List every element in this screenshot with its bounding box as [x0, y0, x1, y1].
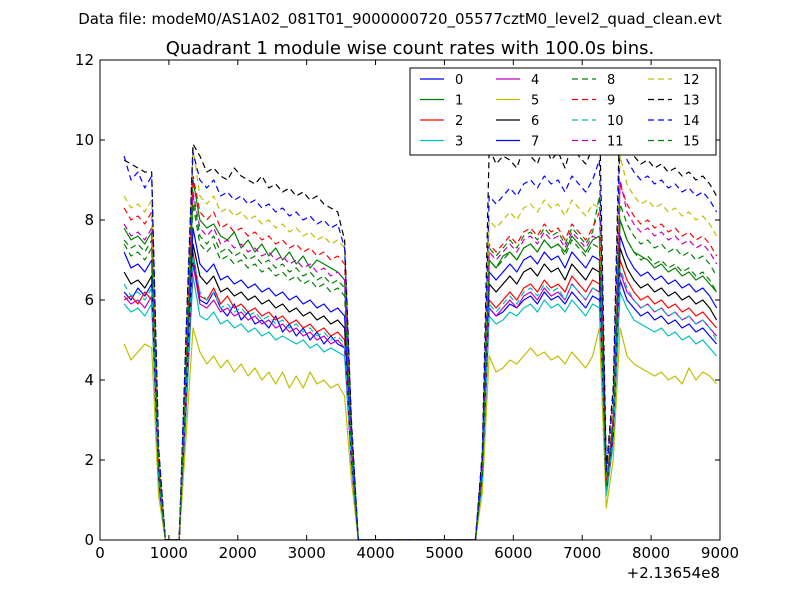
series-line-5 [123, 327, 718, 540]
y-tick-label: 2 [84, 451, 94, 469]
legend-label-14: 14 [683, 114, 700, 129]
y-tick-label: 6 [84, 291, 94, 309]
legend-label-6: 6 [531, 114, 539, 129]
series-line-10 [123, 255, 718, 540]
series-line-15 [123, 203, 718, 540]
legend-label-9: 9 [607, 94, 615, 109]
y-tick-label: 12 [75, 51, 94, 69]
axes: 0 1000 2000 3000 4000 5000 6000 7000 8000 9000 0 2 4… [75, 51, 739, 562]
series-line-3 [123, 275, 718, 540]
x-tick-label: 5000 [425, 544, 463, 562]
x-tick-label: 4000 [356, 544, 394, 562]
x-tick-label: 8000 [632, 544, 670, 562]
series-line-13 [123, 99, 718, 540]
legend-label-12: 12 [683, 73, 700, 88]
x-tick-label: 9000 [701, 544, 739, 562]
y-tick-label: 0 [84, 531, 94, 549]
x-tick-label: 7000 [563, 544, 601, 562]
legend-label-15: 15 [683, 135, 700, 150]
legend-label-0: 0 [455, 73, 463, 88]
series-group [123, 99, 718, 540]
chart-suptitle: Data file: modeM0/AS1A02_081T01_90000007… [78, 10, 722, 29]
legend-box [409, 67, 717, 156]
legend-label-2: 2 [455, 114, 463, 129]
legend-label-7: 7 [531, 135, 539, 150]
series-line-7 [123, 227, 718, 540]
x-tick-label: 2000 [219, 544, 257, 562]
legend-label-1: 1 [455, 94, 463, 109]
legend-label-8: 8 [607, 73, 615, 88]
legend-label-13: 13 [683, 94, 700, 109]
x-offset-label: +2.13654e8 [627, 564, 720, 582]
x-tick-label: 3000 [288, 544, 326, 562]
plot-area [123, 99, 718, 540]
legend-label-3: 3 [455, 135, 463, 150]
legend-label-10: 10 [607, 114, 624, 129]
y-tick-label: 10 [75, 131, 94, 149]
legend-label-4: 4 [531, 73, 539, 88]
legend-label-5: 5 [531, 94, 539, 109]
y-tick-label: 4 [84, 371, 94, 389]
y-tick-label: 8 [84, 211, 94, 229]
legend-label-11: 11 [607, 135, 624, 150]
x-tick-label: 0 [95, 544, 105, 562]
series-line-14 [123, 131, 718, 540]
chart-title: Quadrant 1 module wise count rates with … [166, 38, 655, 59]
x-tick-label: 6000 [494, 544, 532, 562]
x-tick-label: 1000 [150, 544, 188, 562]
